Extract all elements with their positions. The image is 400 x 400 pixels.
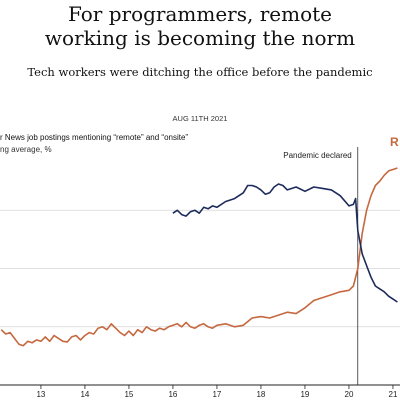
chart-subtitle: Tech workers were ditching the office be… xyxy=(27,65,373,79)
line-series xyxy=(172,183,398,303)
x-tick-label: 18 xyxy=(256,390,265,399)
date: AUG 11TH 2021 xyxy=(173,114,228,123)
annotation: Pandemic declared xyxy=(283,151,351,160)
line-series xyxy=(0,167,398,347)
series-label: R xyxy=(390,135,399,149)
chart-note: r News job postings mentioning “remote” … xyxy=(0,133,188,142)
x-tick-label: 16 xyxy=(168,390,177,399)
x-tick-label: 14 xyxy=(80,390,89,399)
x-tick-label: 17 xyxy=(212,390,221,399)
x-tick-label: 13 xyxy=(36,390,45,399)
x-tick-label: 15 xyxy=(124,390,133,399)
x-tick-label: 20 xyxy=(345,390,354,399)
chart-note: ng average, % xyxy=(0,145,52,154)
x-tick-label: 19 xyxy=(300,390,309,399)
x-tick-label: 21 xyxy=(389,390,398,399)
chart-title: For programmers, remote working is becom… xyxy=(44,2,356,50)
